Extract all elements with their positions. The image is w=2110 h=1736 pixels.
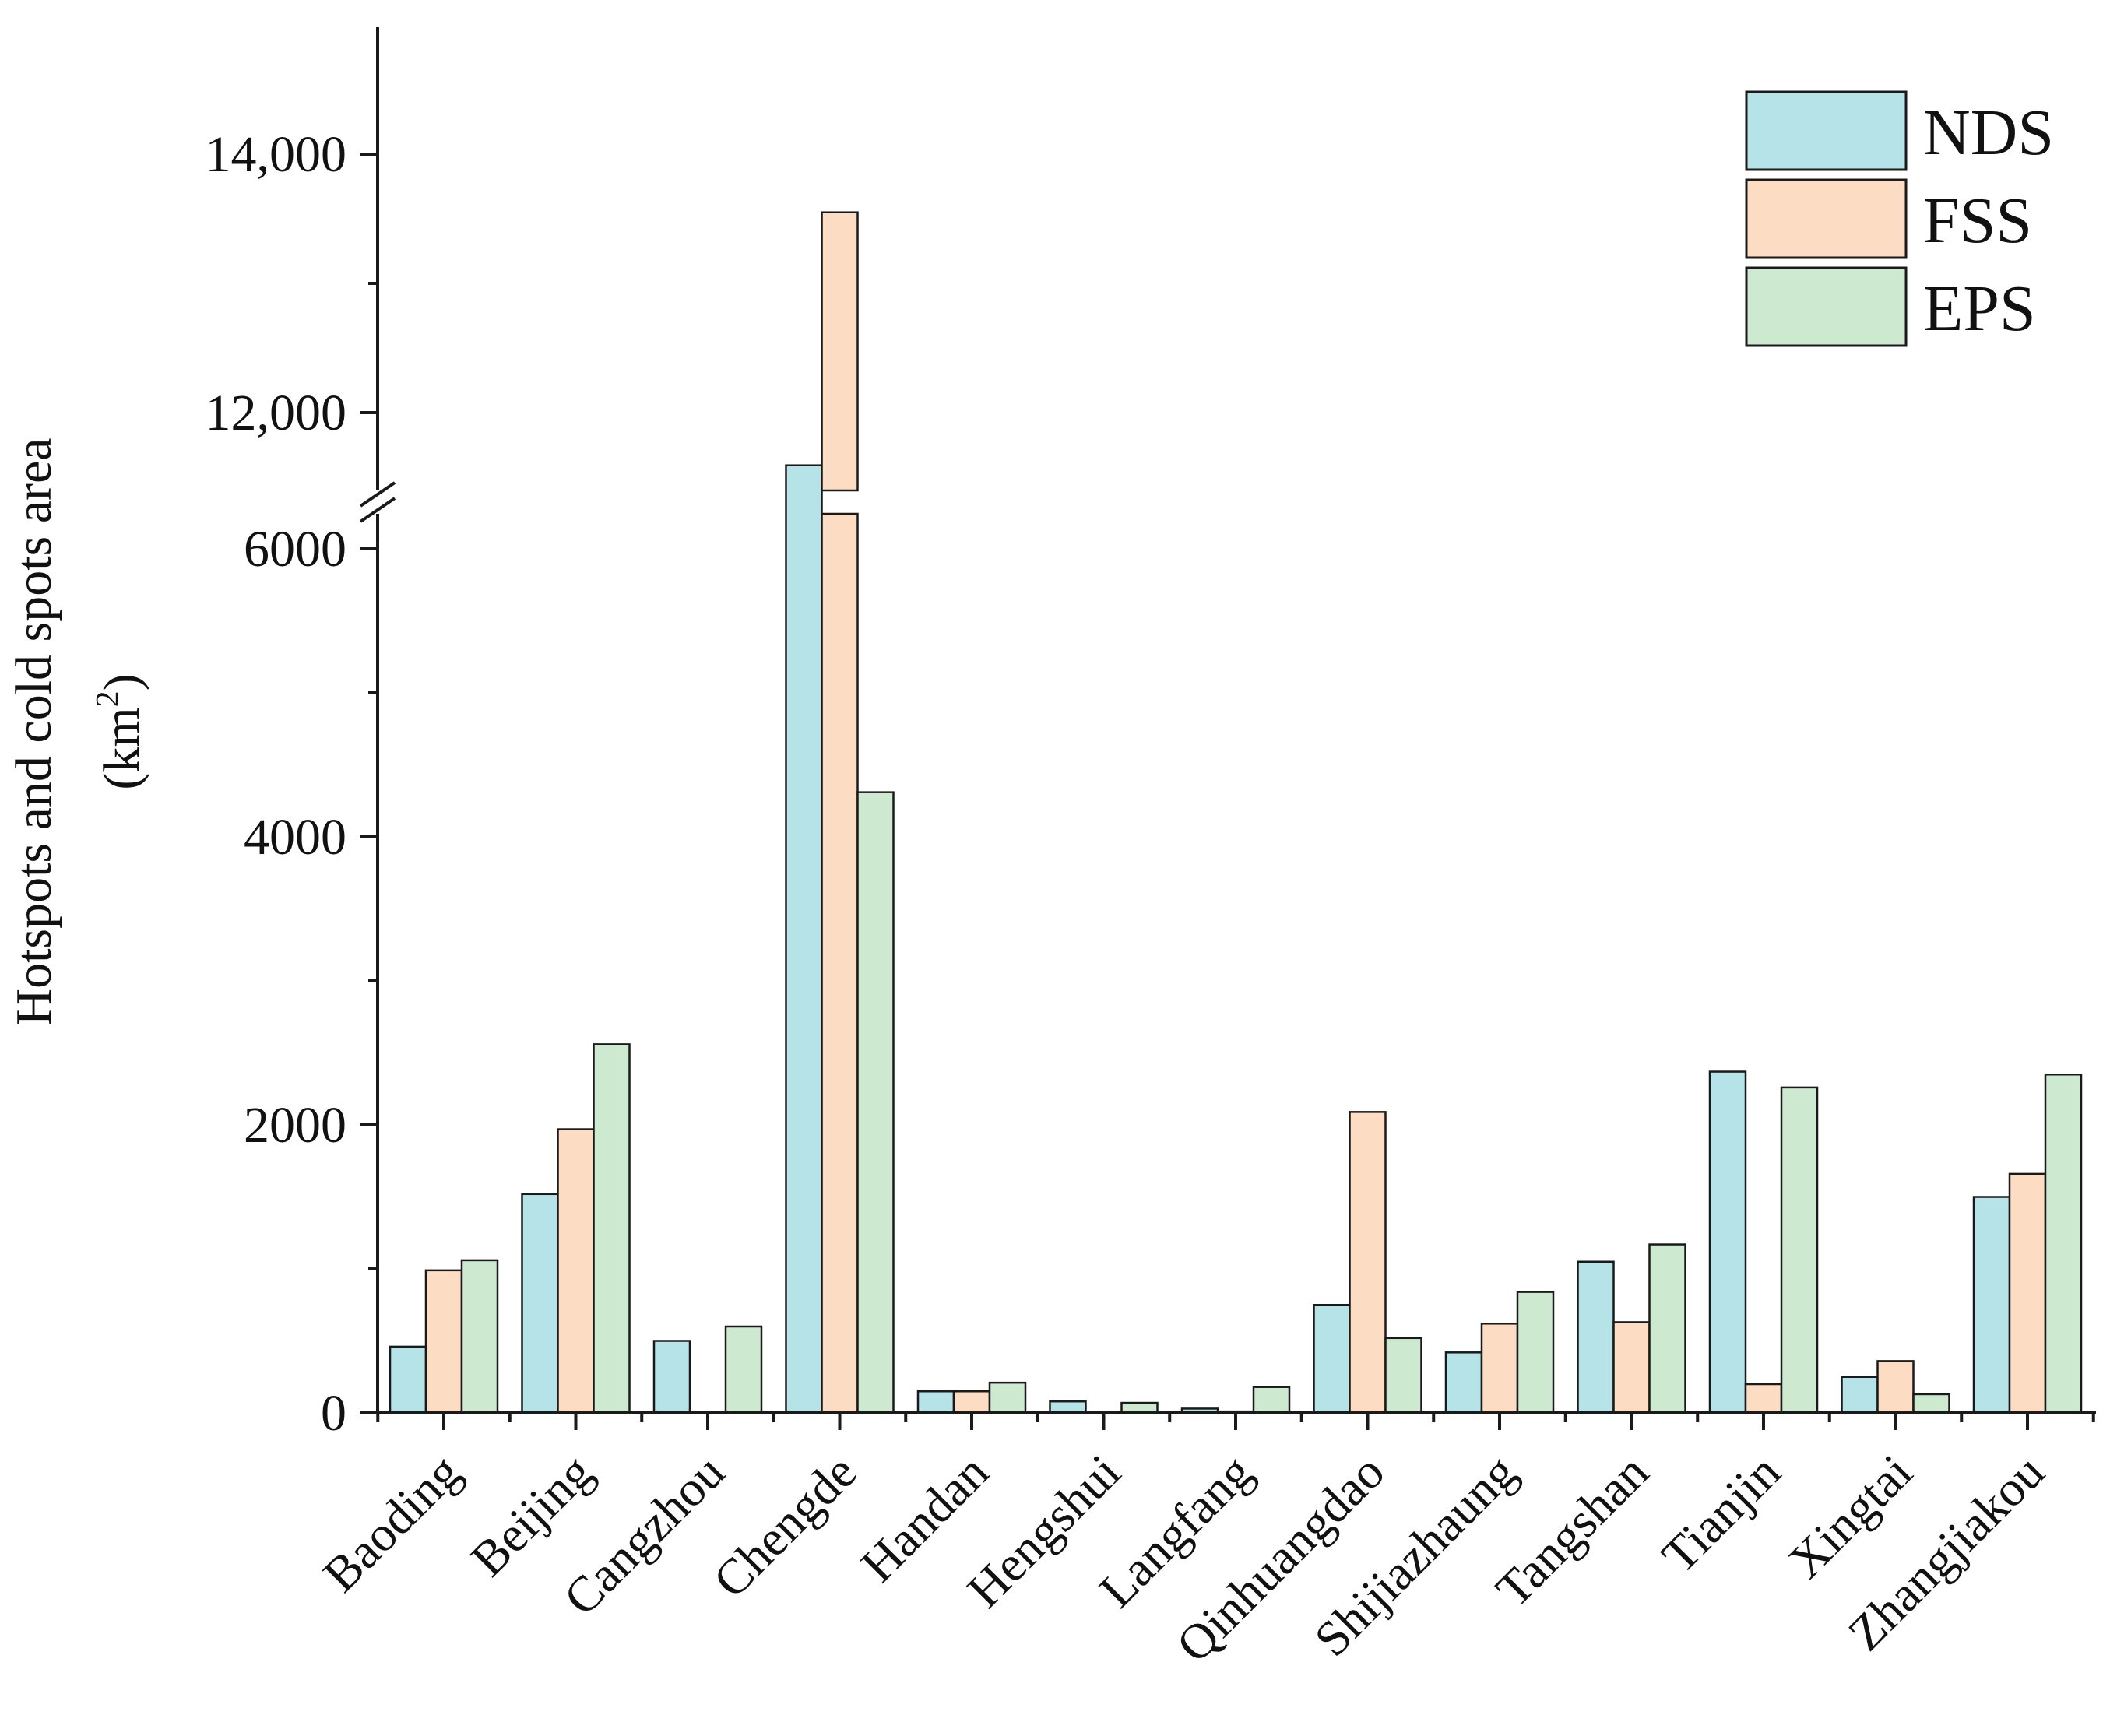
bar-nds — [1444, 1351, 1483, 1414]
bar-eps — [724, 1325, 763, 1414]
y-axis-unit-superscript: 2 — [90, 691, 126, 707]
break-mark-lower — [359, 497, 396, 523]
legend-label-eps: EPS — [1923, 272, 2036, 345]
y-axis-unit-suffix: ) — [93, 673, 150, 691]
axis-break-marks — [359, 481, 396, 523]
bar-eps — [460, 1259, 499, 1414]
bar-nds — [389, 1345, 427, 1414]
x-ticks: BaodingBeijingCangzhouChengdeHandanHengs… — [312, 1413, 2095, 1673]
y-axis-unit-prefix: (km — [93, 707, 150, 789]
bar-fss — [1612, 1321, 1651, 1414]
y-tick-label: 2000 — [244, 1097, 346, 1154]
bar-nds — [1577, 1260, 1615, 1414]
bar-fss-upper-part — [821, 211, 859, 492]
bar-fss — [952, 1390, 991, 1414]
bar-eps — [2044, 1074, 2083, 1414]
bar-nds — [1972, 1196, 2011, 1414]
bar-fss — [557, 1128, 595, 1414]
bar-nds — [916, 1390, 955, 1414]
y-tick-label: 6000 — [244, 521, 346, 578]
bar-nds — [1708, 1070, 1747, 1414]
bar-nds — [1313, 1304, 1351, 1414]
bar-fss — [1349, 1111, 1387, 1414]
legend-swatch-eps — [1745, 266, 1908, 347]
bar-eps — [593, 1043, 631, 1414]
y-axis-title-line1: Hotspots and cold spots area — [5, 438, 62, 1025]
y-tick-label: 0 — [321, 1385, 346, 1442]
bar-nds — [1841, 1376, 1879, 1414]
bar-fss — [1480, 1323, 1519, 1414]
legend: NDS FSS EPS — [1745, 90, 2054, 347]
y-tick-label: 12,000 — [206, 385, 347, 441]
y-axis-title-line2: (km2) — [90, 673, 150, 789]
break-mark-upper — [359, 481, 396, 508]
bar-eps — [1648, 1243, 1686, 1414]
bar-fss — [1744, 1383, 1783, 1414]
bar-nds — [1049, 1400, 1087, 1414]
y-tick-label: 14,000 — [206, 126, 347, 183]
bar-eps — [1252, 1386, 1291, 1414]
y-tick-label: 4000 — [244, 809, 346, 866]
x-category-label: Tianjin — [1651, 1444, 1791, 1583]
bars-layer — [389, 211, 2083, 1414]
bar-eps — [1516, 1291, 1555, 1414]
bar-eps — [856, 791, 895, 1414]
bar-nds — [652, 1340, 691, 1414]
x-category-label: Chengde — [702, 1444, 867, 1608]
bar-eps — [1384, 1337, 1422, 1414]
bar-fss-lower-part — [821, 512, 859, 1414]
bar-fss — [2008, 1172, 2047, 1414]
x-category-label: Baoding — [312, 1444, 471, 1603]
bar-fss — [1876, 1360, 1915, 1414]
legend-swatch-fss — [1745, 178, 1908, 259]
bar-nds — [785, 464, 823, 1414]
bar-eps — [1912, 1393, 1950, 1414]
legend-label-nds: NDS — [1923, 97, 2054, 169]
bar-eps — [988, 1381, 1027, 1414]
bar-fss — [424, 1269, 463, 1414]
legend-label-fss: FSS — [1923, 184, 2032, 257]
y-ticks: 0 2000 4000 6000 12,000 14,000 — [206, 126, 378, 1442]
legend-swatch-nds — [1745, 90, 1908, 171]
bar-nds — [521, 1193, 559, 1414]
bar-eps — [1780, 1086, 1819, 1414]
